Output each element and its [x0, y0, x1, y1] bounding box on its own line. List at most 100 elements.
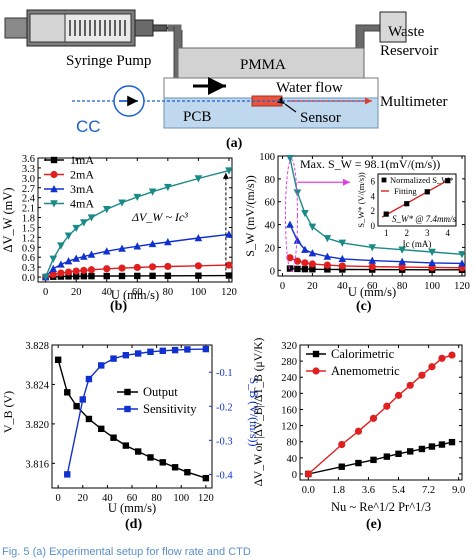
plot-frame	[37, 157, 233, 283]
pmma-block	[177, 47, 365, 79]
inset-x-tick-3: 3	[425, 228, 430, 238]
data-point-4mA-4	[323, 235, 332, 243]
x-tick-label-80: 80	[163, 287, 174, 298]
data-point-4mA-0	[286, 154, 294, 163]
y-tick-label-40: 40	[265, 221, 276, 232]
legend-marker-Output	[124, 388, 131, 396]
data-point-Anemometric-4	[383, 402, 391, 410]
x-tick-label-3_6: 3.6	[362, 485, 375, 496]
inset-x-label: Ic (mA)	[403, 239, 432, 249]
plot-frame	[51, 344, 213, 489]
data-point-4mA-6	[368, 244, 377, 252]
x-axis-label: U (mm/s)	[348, 285, 396, 299]
data-point-3mA-8	[118, 244, 126, 252]
inset-y-tick-2: 2	[371, 206, 376, 216]
data-point-3mA-3	[64, 257, 73, 265]
data-point-Anemometric-2	[354, 427, 363, 435]
chart-d-bridge-output: 0 20 40 60 80 100 120 3.816 3.820 3.824 3.828 -0.1 -…	[1, 341, 261, 515]
data-point-4mA-13	[225, 167, 233, 175]
legend-label-Anemometric: Anemometric	[331, 364, 400, 378]
data-point-2mA-0	[286, 254, 294, 262]
data-point-4mA-5	[338, 239, 347, 247]
x-axis-label: U (mm/s)	[108, 501, 156, 515]
x-tick-label-100: 100	[191, 287, 207, 298]
x-tick-label-60: 60	[367, 281, 378, 292]
inset-x-tick-2: 2	[404, 228, 409, 238]
data-point-2mA-1	[49, 270, 57, 278]
chart-e-nusselt-scaling: 0.0 1.8 3.6 5.4 7.2 9.0 0 40 80 120 160 200 240 280 32…	[253, 337, 465, 514]
inset-data-point-3	[445, 178, 451, 184]
y-tick-label-160: 160	[281, 405, 297, 416]
data-point-Sensitivity-9	[171, 346, 179, 354]
x-tick-label-20: 20	[307, 281, 318, 292]
x-tick-label-120: 120	[454, 281, 470, 292]
data-point-3mA-7	[398, 257, 406, 265]
data-point-Sensitivity-10	[184, 346, 191, 353]
data-point-4mA-7	[102, 206, 111, 214]
y-tick-label-3_824: 3.824	[25, 380, 49, 391]
caption-text: Fig. 5 (a) Experimental setup for flow r…	[2, 546, 251, 558]
y-tick-label-1_8: 1.8	[22, 214, 35, 225]
x-tick-label-60: 60	[127, 493, 138, 504]
data-point-3mA-5	[80, 252, 88, 260]
series-line-1mA	[289, 267, 462, 271]
flow-channel	[163, 77, 379, 99]
data-point-1mA-13	[225, 272, 233, 279]
data-point-Anemometric-10	[448, 351, 456, 359]
data-point-2mA-6	[368, 263, 376, 271]
data-point-3mA-10	[148, 239, 157, 248]
data-point-2mA-7	[103, 265, 111, 273]
y-axis-label-right: S_B (V/(m/s))	[247, 378, 261, 447]
x-tick-label-100: 100	[173, 493, 189, 504]
legend-label-1mA: 1mA	[70, 153, 94, 167]
highlight-ellipse	[284, 158, 298, 272]
data-point-Output-8	[147, 454, 154, 461]
data-point-Calorimetric-2	[355, 459, 362, 467]
inlet-tubing	[168, 24, 182, 78]
data-point-Output-2	[73, 402, 80, 410]
cc-label: CC	[76, 117, 101, 136]
data-point-4mA-2	[57, 242, 65, 250]
data-point-Calorimetric-1	[338, 463, 345, 470]
data-point-Calorimetric-6	[407, 448, 414, 455]
series-line-4mA	[289, 158, 463, 255]
data-point-Output-3	[85, 415, 93, 423]
data-point-2mA-8	[118, 264, 126, 272]
x-tick-label-120: 120	[198, 493, 214, 504]
legend-marker-Calorimetric	[312, 350, 320, 358]
y-tick-label-320: 320	[281, 341, 297, 352]
data-point-2mA-1	[293, 257, 302, 265]
data-point-2mA-2	[301, 259, 309, 267]
legend-marker-Anemometric	[312, 367, 320, 375]
data-point-Calorimetric-5	[395, 450, 402, 458]
data-point-3mA-4	[72, 254, 80, 262]
panel-label-b: (b)	[110, 299, 127, 314]
annotation-text: ΔV_W ~ Ic³	[131, 210, 188, 224]
data-point-Sensitivity-4	[110, 355, 117, 362]
data-point-Calorimetric-4	[383, 453, 391, 460]
data-point-Output-11	[184, 469, 191, 476]
data-point-4mA-0	[41, 273, 50, 282]
x-tick-label-40: 40	[337, 281, 348, 292]
y-tick-label-1_5: 1.5	[22, 223, 35, 234]
data-point-Calorimetric-7	[418, 445, 426, 453]
data-point-1mA-7	[103, 272, 110, 280]
data-point-Output-12	[202, 474, 210, 482]
figure-caption: Fig. 5 (a) Experimental setup for flow r…	[0, 546, 474, 559]
x-tick-label-80: 80	[397, 281, 408, 292]
data-point-1mA-4	[72, 273, 80, 280]
y-tick-label-3_0: 3.0	[22, 174, 35, 185]
annotation-text: Max. S_W = 98.1(mV/(m/s))	[300, 157, 440, 171]
data-point-3mA-8	[428, 258, 436, 267]
data-point-Sensitivity-0	[64, 471, 71, 478]
y-right-tick-label-_0_4: -0.4	[216, 470, 233, 481]
data-point-Output-10	[171, 464, 179, 471]
data-point-4mA-6	[87, 214, 96, 222]
data-point-2mA-7	[398, 263, 406, 271]
data-point-Calorimetric-8	[428, 443, 436, 450]
inset-legend-0: Normalized S_W*	[390, 175, 454, 185]
data-point-2mA-4	[323, 261, 331, 269]
data-point-2mA-13	[225, 261, 233, 269]
data-point-Output-4	[98, 425, 105, 433]
